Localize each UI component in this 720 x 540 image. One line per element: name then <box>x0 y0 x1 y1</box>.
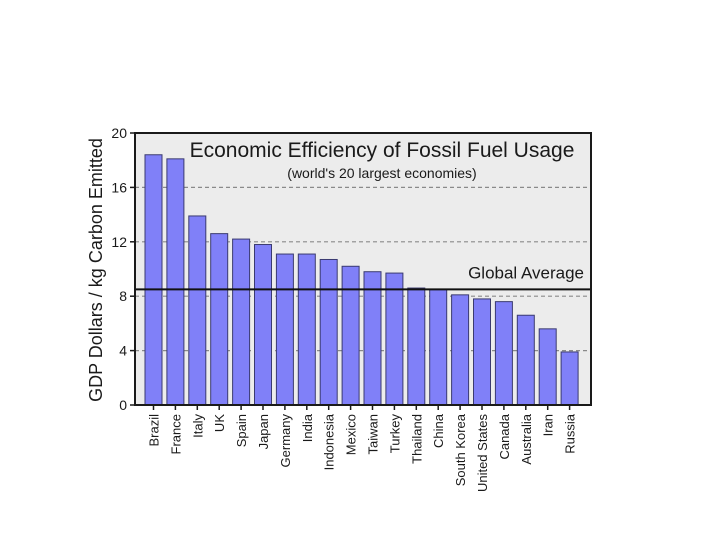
y-tick-label: 12 <box>111 234 127 250</box>
bar <box>254 244 272 406</box>
bar <box>494 301 513 406</box>
x-tick-label: Thailand <box>409 414 424 464</box>
y-tick-label: 20 <box>111 125 127 141</box>
x-tick-label: France <box>168 414 183 454</box>
x-tick-label: Australia <box>519 413 534 464</box>
plot-frame <box>134 132 592 406</box>
x-tick-label: Iran <box>541 414 556 436</box>
bar <box>407 287 426 406</box>
global-average-label: Global Average <box>468 263 584 282</box>
x-tick-label: Japan <box>256 414 271 449</box>
bar <box>341 265 360 406</box>
bars <box>144 154 579 406</box>
x-axis-ticks: Brazil France Italy UK Spain Japan Germany Indi… <box>147 405 578 492</box>
x-tick-label: Brazil <box>147 414 162 447</box>
bar <box>188 215 207 406</box>
bar <box>363 271 382 406</box>
bar <box>297 253 316 406</box>
bar <box>166 158 185 406</box>
bar <box>275 253 294 406</box>
bar <box>210 233 229 406</box>
x-tick-label: India <box>300 413 315 442</box>
chart-title: Economic Efficiency of Fossil Fuel Usage <box>190 139 575 162</box>
bar <box>319 258 338 406</box>
x-tick-label: South Korea <box>453 413 468 486</box>
x-tick-label: Canada <box>497 413 512 459</box>
x-tick-label: China <box>431 413 446 448</box>
bar <box>232 238 251 406</box>
bar <box>538 328 557 406</box>
gridlines <box>135 186 591 352</box>
bar <box>385 272 404 406</box>
y-axis-ticks: 0 4 8 12 16 20 <box>111 125 135 413</box>
x-tick-label: Mexico <box>344 414 359 455</box>
bar <box>451 294 470 406</box>
y-tick-label: 4 <box>119 343 127 359</box>
y-tick-label: 16 <box>111 179 127 195</box>
x-tick-label: Germany <box>278 414 293 468</box>
bar <box>144 154 163 406</box>
x-tick-label: Spain <box>234 414 249 447</box>
bar <box>429 288 448 406</box>
x-tick-label: UK <box>212 414 227 432</box>
bar <box>473 298 491 406</box>
x-tick-label: United States <box>475 414 490 493</box>
bar <box>560 351 579 406</box>
x-tick-label: Italy <box>190 414 205 438</box>
y-tick-label: 0 <box>119 397 127 413</box>
y-axis-label: GDP Dollars / kg Carbon Emitted <box>86 138 106 402</box>
x-tick-label: Indonesia <box>322 413 337 470</box>
bar <box>516 314 535 406</box>
chart-subtitle: (world's 20 largest economies) <box>287 165 476 181</box>
x-tick-label: Turkey <box>387 414 402 454</box>
x-tick-label: Taiwan <box>366 414 381 454</box>
x-tick-label: Russia <box>563 413 578 454</box>
y-tick-label: 8 <box>119 288 127 304</box>
